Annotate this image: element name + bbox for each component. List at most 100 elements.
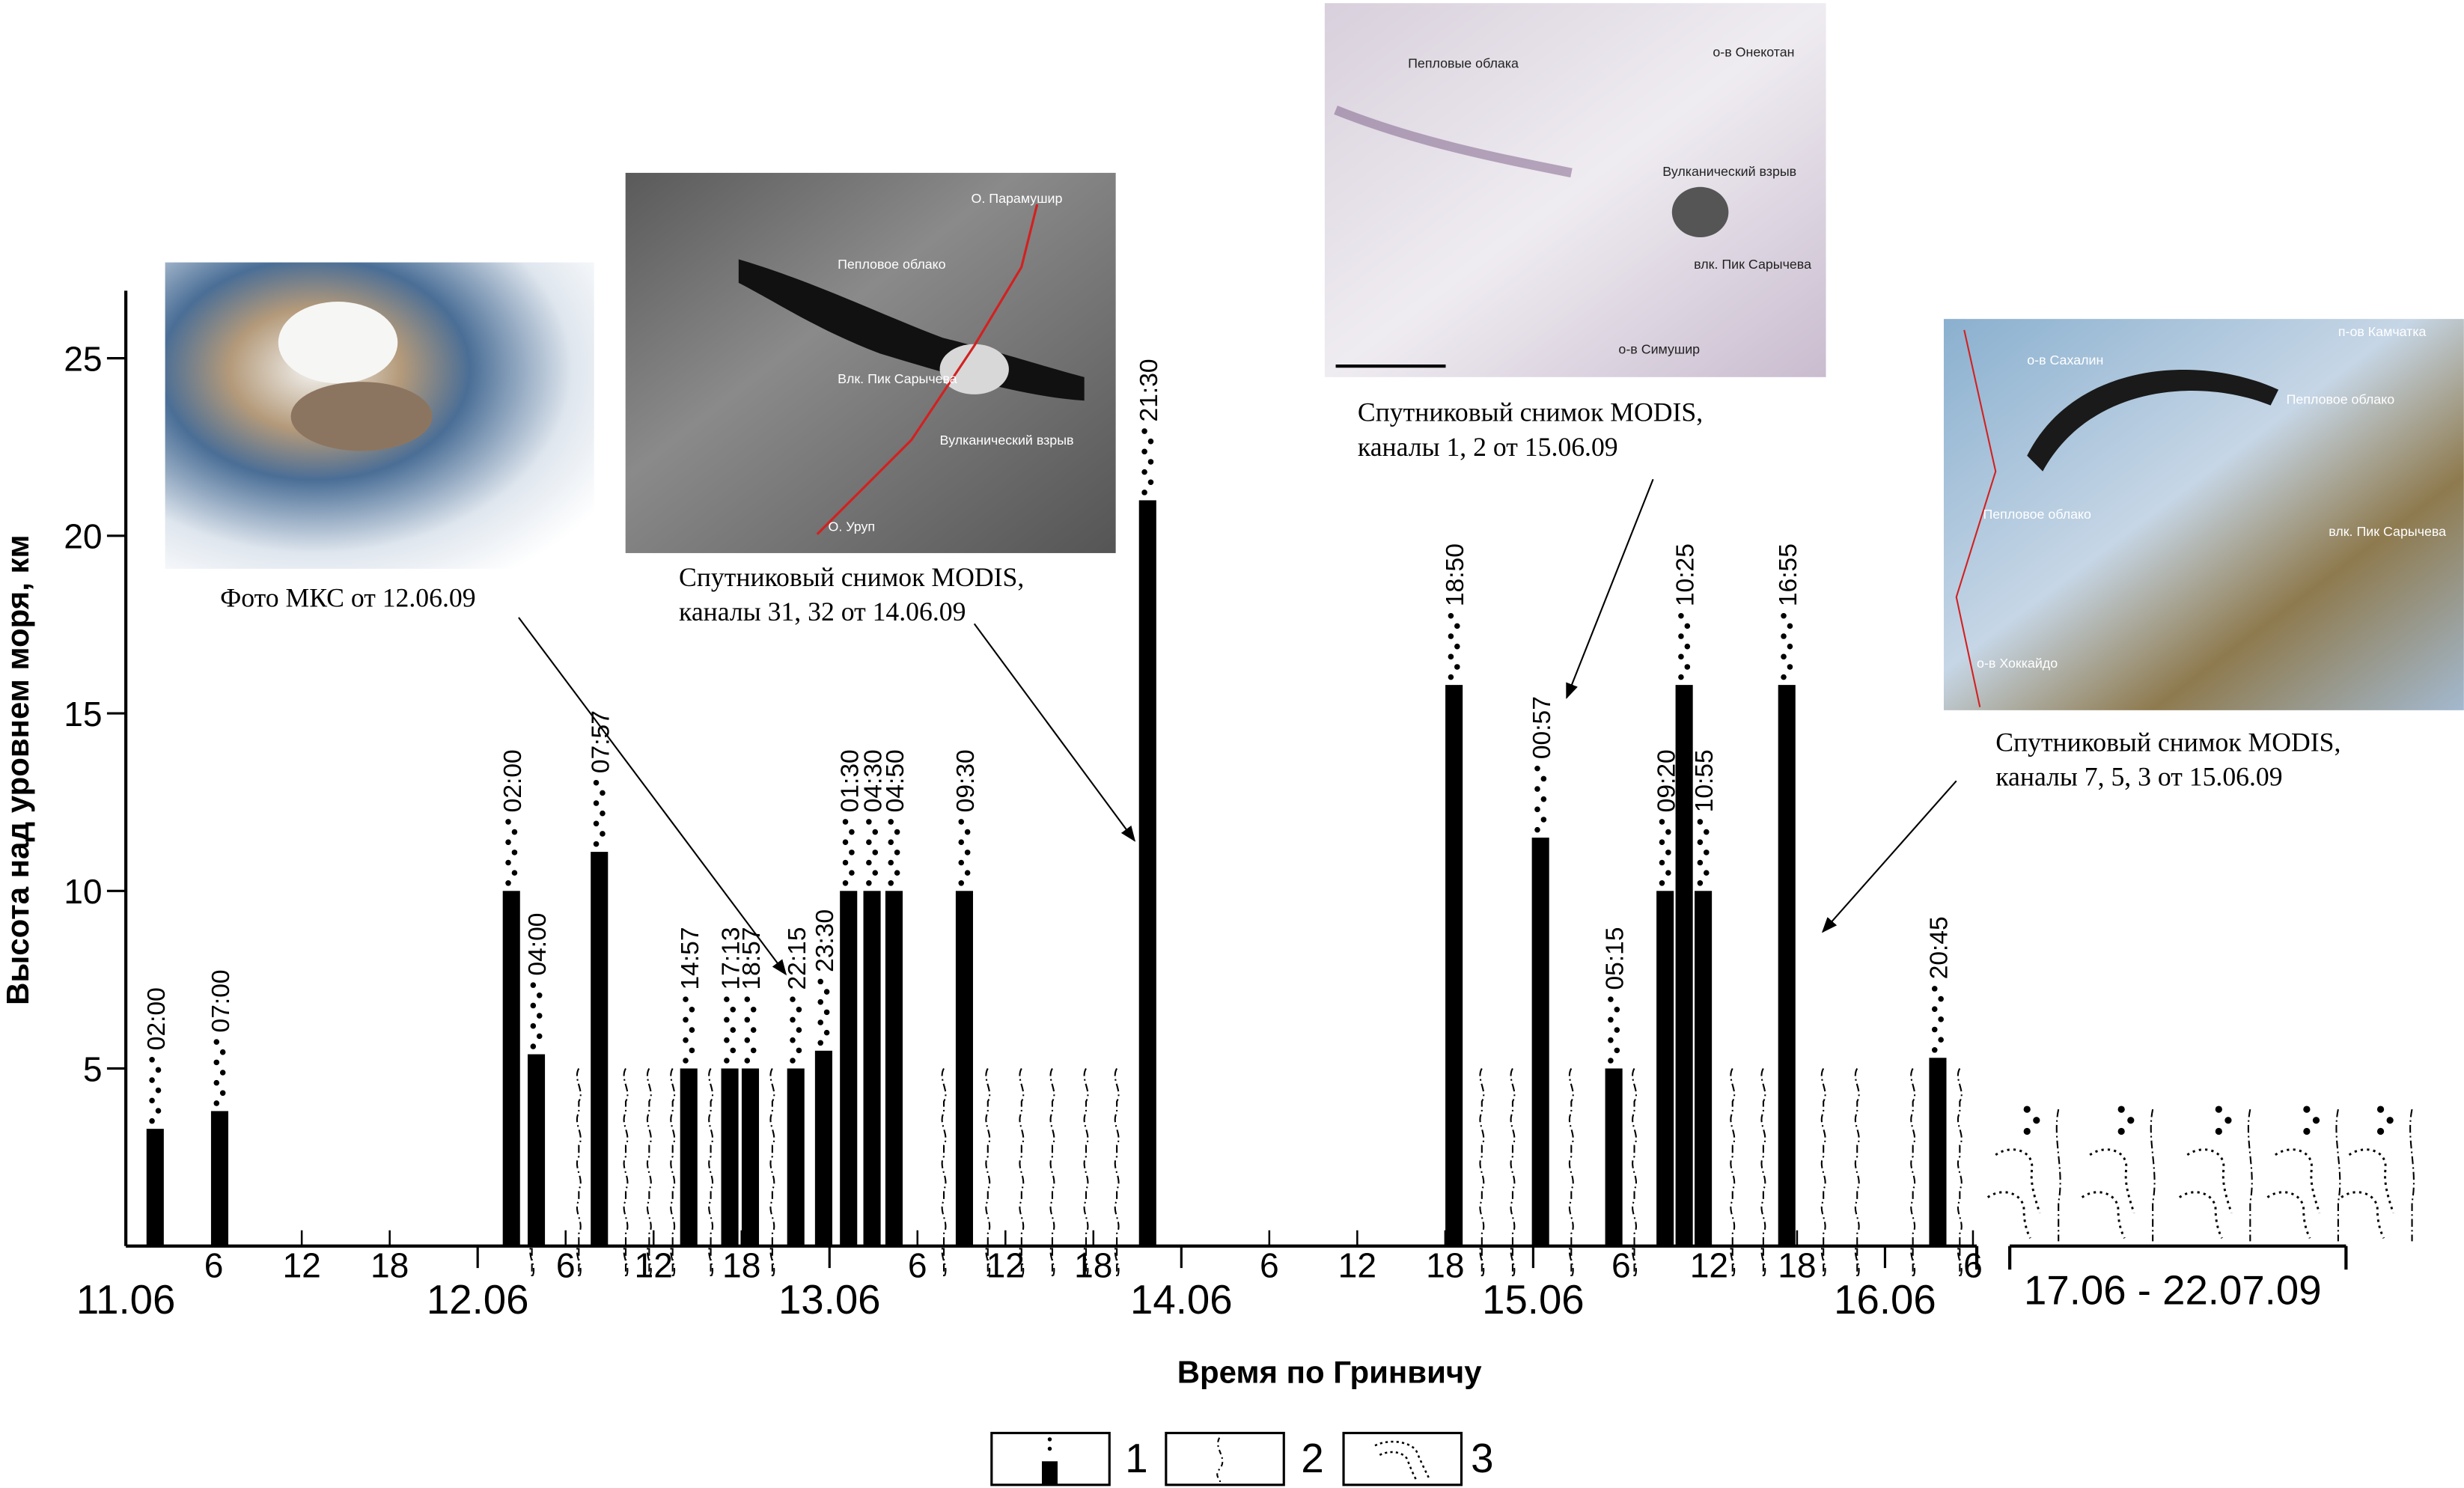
eruption-dot [964, 829, 971, 835]
ash-cloud-symbol [2266, 1191, 2311, 1239]
eruption-dot [888, 819, 894, 825]
eruption-dot [1608, 1058, 1614, 1064]
hour-tick-label: 6 [556, 1246, 576, 1285]
ash-cloud-symbol [2089, 1148, 2135, 1214]
eruption-dot [823, 1009, 830, 1016]
eruption-dot [1781, 633, 1787, 639]
eruption-dot [790, 996, 796, 1002]
hour-tick-label: 12 [635, 1246, 673, 1285]
ash-cloud-symbol [1995, 1148, 2041, 1214]
eruption-dot [213, 1079, 220, 1086]
eruption-dot [511, 829, 518, 835]
eruption-dot [155, 1108, 162, 1114]
eruption-dot [530, 1002, 537, 1009]
eruption-dot [894, 870, 900, 876]
plume-marker [1479, 1067, 1485, 1281]
eruption-dot [600, 831, 606, 837]
eruption-dot [1665, 850, 1671, 856]
eruption-dot [1614, 1047, 1620, 1054]
eruption-time-label: 04:00 [524, 913, 552, 976]
eruption-dot [149, 1117, 155, 1124]
ash-cloud-symbol [1986, 1191, 2031, 1239]
eruption-dot [958, 880, 965, 886]
eruption-dot [1448, 653, 1454, 660]
plume-marker [1049, 1067, 1055, 1281]
eruption-dot [894, 850, 900, 856]
eruption-bar [1929, 1058, 1947, 1246]
eruption-dot [2215, 1106, 2222, 1113]
hour-tick-label: 18 [1426, 1246, 1464, 1285]
eruption-dot [505, 880, 511, 886]
day-label: 14.06 [1130, 1277, 1233, 1323]
map-label: О. Парамушир [972, 191, 1063, 206]
inset-modis-7-5-3: п-ов Камчатка о-в Сахалин Пепловое облак… [1943, 319, 2464, 792]
eruption-time-label: 21:30 [1135, 359, 1163, 421]
eruption-dot [817, 978, 823, 985]
eruption-dot [149, 1057, 155, 1063]
hour-tick-label: 6 [1260, 1246, 1279, 1285]
eruption-dot [530, 1043, 537, 1049]
eruption-dot [964, 850, 971, 856]
map-label: о-в Симушир [1618, 341, 1700, 356]
inset-caption: Спутниковый снимок MODIS, [1358, 397, 1703, 427]
eruption-dot [149, 1097, 155, 1104]
eruption-time-label: 04:30 [860, 749, 888, 812]
eruption-dot [1448, 612, 1454, 619]
eruption-bar [741, 1068, 760, 1246]
eruption-dot [849, 829, 855, 835]
eruption-time-label: 20:45 [1926, 916, 1954, 979]
eruption-dot [1931, 1046, 1938, 1053]
map-label: влк. Пик Сарычева [2329, 524, 2446, 539]
eruption-dot [888, 880, 894, 886]
eruption-dot [689, 1006, 695, 1013]
plume-marker [1114, 1067, 1120, 1281]
eruption-dot [505, 859, 511, 866]
eruption-dot [505, 839, 511, 845]
eruption-bar [1778, 685, 1796, 1246]
eruption-dot [1781, 674, 1787, 680]
chart-marks: 02:00 07:00 02:00 04:00 07:57 14:57 17:1318:57… [143, 359, 2415, 1281]
map-label: Вулканический взрыв [940, 433, 1074, 448]
plume-marker [769, 1067, 775, 1281]
eruption-dot [1454, 623, 1460, 629]
eruption-dot [823, 989, 830, 995]
plume-marker [1957, 1067, 1963, 1281]
eruption-dot [689, 1027, 695, 1033]
eruption-dot [1931, 1006, 1938, 1012]
eruption-dot [1931, 986, 1938, 992]
eruption-dot [1684, 623, 1691, 629]
legend-label: 2 [1301, 1436, 1323, 1481]
map-label: Влк. Пик Сарычева [838, 371, 957, 386]
eruption-dot [1454, 643, 1460, 650]
eruption-dot [817, 998, 823, 1005]
inset-modis-31-32: О. Парамушир Пепловое облако Влк. Пик Са… [625, 172, 1116, 626]
eruption-dot [1534, 826, 1540, 833]
plume-marker [1730, 1067, 1736, 1281]
hour-tick-label: 6 [1963, 1246, 1983, 1285]
plume-marker [941, 1067, 947, 1281]
eruption-dot [1781, 653, 1787, 660]
eruption-dot [1141, 490, 1147, 496]
plume-marker [1820, 1067, 1826, 1281]
hour-tick-label: 18 [370, 1246, 409, 1285]
eruption-dot [1787, 664, 1793, 670]
eruption-bar [210, 1111, 229, 1246]
plume-marker [2409, 1109, 2415, 1242]
eruption-dot [730, 1027, 737, 1033]
eruption-dot [1147, 479, 1154, 486]
eruption-dot [842, 880, 849, 886]
eruption-dot [888, 839, 894, 845]
eruption-bar [146, 1129, 164, 1246]
plume-marker [985, 1067, 991, 1281]
eruption-dot [1608, 1016, 1614, 1023]
hour-tick-label: 12 [1338, 1246, 1376, 1285]
callout-arrow [1566, 478, 1654, 700]
map-label: Пепловое облако [2287, 392, 2395, 407]
inset-caption: каналы 31, 32 от 14.06.09 [679, 597, 966, 626]
eruption-dot [219, 1070, 226, 1076]
x-axis-label: Время по Гринвичу [1177, 1354, 1483, 1389]
y-axis-label: Высота над уровнем моря, км [0, 534, 35, 1004]
eruption-dot [505, 819, 511, 825]
eruption-dot [730, 1047, 737, 1054]
eruption-dot [155, 1087, 162, 1094]
